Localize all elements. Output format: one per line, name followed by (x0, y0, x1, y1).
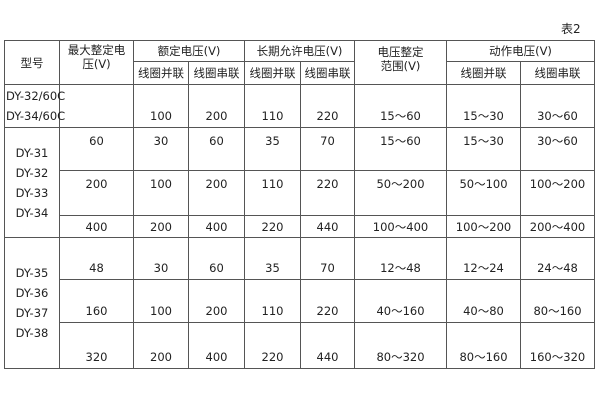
header-row: 型号 最大整定电压(V) 额定电压(V) 长期允许电压(V) 电压整定范围(V)… (4, 40, 595, 85)
value-cell: 40～80 (446, 279, 521, 323)
value-cell: 200 (188, 170, 245, 216)
value-cell: 110 (244, 170, 301, 216)
table-caption: 表2 (561, 22, 581, 36)
value-cell: 220 (244, 322, 301, 369)
value-cell: 110 (244, 279, 301, 323)
value-cell: 15～60 (354, 127, 447, 171)
value-cell: 160～320 (520, 322, 595, 369)
subheader-action-series: 线圈串联 (520, 61, 595, 85)
value-cell: 30 (133, 237, 189, 280)
value-cell: 80～160 (520, 279, 595, 323)
value-cell: 15～30 (446, 84, 521, 128)
subheader-action-parallel: 线圈并联 (446, 61, 521, 85)
table-row: DY-31 DY-32 DY-33 DY-34 60 30 60 35 70 15～60 15～30… (4, 127, 595, 238)
value-cell: 220 (300, 170, 355, 216)
value-cell: 60 (59, 127, 134, 171)
model-cell: DY-31 DY-32 DY-33 DY-34 (4, 127, 60, 238)
header-model: 型号 (4, 40, 60, 85)
value-cell: 200 (188, 279, 245, 323)
value-cell: 400 (59, 215, 134, 238)
table-row: 160 100 200 110 220 40～160 40～80 80～160 (5, 279, 595, 323)
header-max-setting-voltage: 最大整定电压(V) (59, 40, 134, 85)
table-row: DY-35 DY-36 DY-37 DY-38 48 30 60 35 70 12～48 12～24… (4, 237, 595, 369)
value-cell: 12～48 (354, 237, 447, 280)
value-cell: 80～320 (354, 322, 447, 369)
table-row: 320 200 400 220 440 80～320 80～160 160～320 (5, 322, 595, 369)
value-cell: 60 (188, 237, 245, 280)
value-cell: 70 (300, 237, 355, 280)
model-name: DY-32 (15, 165, 49, 180)
value-cell: 15～30 (446, 127, 521, 171)
header-rated-voltage: 额定电压(V) (133, 40, 245, 62)
subheader-row: 线圈并联 线圈串联 线圈并联 线圈串联 线圈并联 线圈串联 (5, 61, 595, 85)
header-setting-range: 电压整定范围(V) (354, 40, 447, 85)
header-long-term-voltage: 长期允许电压(V) (244, 40, 355, 62)
value-cell: 35 (244, 127, 301, 171)
model-name: DY-31 (15, 145, 49, 160)
value-cell: 200 (133, 322, 189, 369)
subheader-long-term-series: 线圈串联 (300, 61, 355, 85)
value-cell: 35 (244, 237, 301, 280)
value-cell: 200 (59, 170, 134, 216)
value-cell: 440 (300, 215, 355, 238)
header-action-voltage: 动作电压(V) (446, 40, 595, 62)
value-cell: 200～400 (520, 215, 595, 238)
model-name: DY-35 (15, 266, 49, 280)
value-cell: 70 (300, 127, 355, 171)
value-cell: 48 (59, 237, 134, 280)
subheader-rated-series: 线圈串联 (188, 61, 245, 85)
value-cell: 100 (133, 170, 189, 216)
value-cell (59, 84, 134, 128)
model-cell: DY-32/60C DY-34/60C (4, 84, 66, 128)
value-cell: 400 (188, 322, 245, 369)
model-name: DY-33 (15, 185, 49, 200)
table-row: 200 100 200 110 220 50～200 50～100 100～200 (5, 170, 595, 216)
model-name: DY-38 (15, 326, 49, 340)
value-cell: 12～24 (446, 237, 521, 280)
table-row: 400 200 400 220 440 100～400 100～200 200～400 (5, 215, 595, 238)
value-cell: 30～60 (520, 127, 595, 171)
specification-table: 型号 最大整定电压(V) 额定电压(V) 长期允许电压(V) 电压整定范围(V)… (4, 40, 595, 369)
model-name: DY-34 (15, 205, 49, 220)
value-cell: 100 (133, 279, 189, 323)
value-cell: 220 (300, 279, 355, 323)
model-cell: DY-35 DY-36 DY-37 DY-38 (4, 237, 60, 369)
value-cell: 110 (244, 84, 301, 128)
value-cell: 400 (188, 215, 245, 238)
model-name: DY-34/60C (6, 109, 66, 123)
value-cell: 220 (244, 215, 301, 238)
value-cell: 30 (133, 127, 189, 171)
value-cell: 100 (133, 84, 189, 128)
value-cell: 200 (188, 84, 245, 128)
subheader-rated-parallel: 线圈并联 (133, 61, 189, 85)
value-cell: 30～60 (520, 84, 595, 128)
model-name: DY-36 (15, 286, 49, 300)
value-cell: 50～200 (354, 170, 447, 216)
value-cell: 100～200 (520, 170, 595, 216)
value-cell: 80～160 (446, 322, 521, 369)
value-cell: 220 (300, 84, 355, 128)
value-cell: 160 (59, 279, 134, 323)
value-cell: 24～48 (520, 237, 595, 280)
value-cell: 50～100 (446, 170, 521, 216)
model-name: DY-32/60C (6, 89, 66, 103)
value-cell: 40～160 (354, 279, 447, 323)
value-cell: 15～60 (354, 84, 447, 128)
value-cell: 100～200 (446, 215, 521, 238)
value-cell: 100～400 (354, 215, 447, 238)
value-cell: 320 (59, 322, 134, 369)
table-row: DY-32/60C DY-34/60C 100 200 110 220 15～60 15～30… (4, 84, 595, 128)
subheader-long-term-parallel: 线圈并联 (244, 61, 301, 85)
value-cell: 60 (188, 127, 245, 171)
model-name: DY-37 (15, 306, 49, 320)
value-cell: 440 (300, 322, 355, 369)
value-cell: 200 (133, 215, 189, 238)
